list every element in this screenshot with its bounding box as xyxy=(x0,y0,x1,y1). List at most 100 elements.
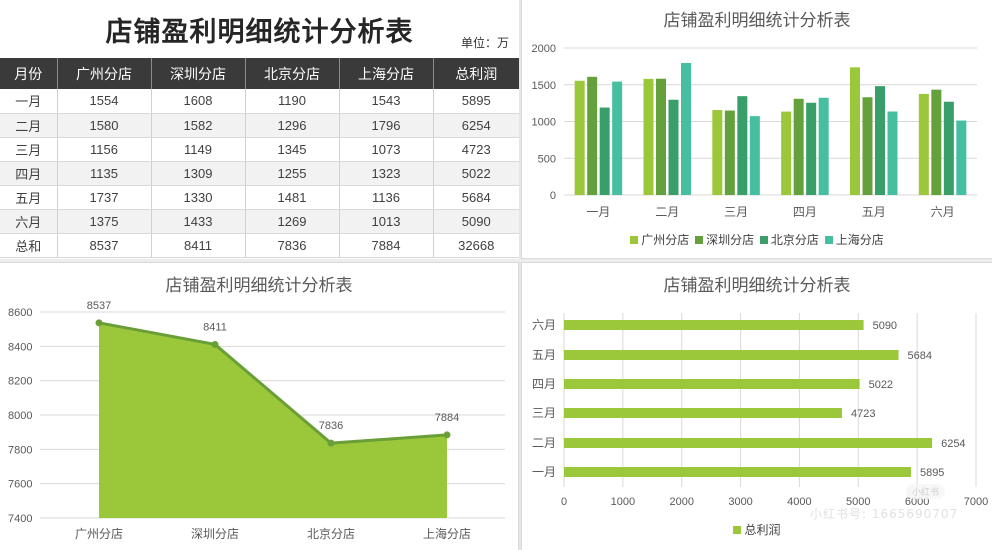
value-cell: 1330 xyxy=(151,185,246,210)
value-cell: 1296 xyxy=(245,113,340,138)
y-tick-label: 8000 xyxy=(8,410,32,422)
watermark-text: 小红书号: 1665690707 xyxy=(810,507,959,521)
value-cell: 1255 xyxy=(245,161,340,186)
legend-item-guangzhou: 广州分店 xyxy=(630,231,689,248)
hbar-chart: 0 1000 2000 3000 4000 5000 6000 7000 5895 一月 6254 二… xyxy=(532,313,988,508)
x-tick-label: 0 xyxy=(561,496,567,508)
value-cell: 5090 xyxy=(433,209,519,234)
x-tick-label: 二月 xyxy=(655,205,679,219)
bar xyxy=(574,80,585,195)
data-label: 4723 xyxy=(851,408,875,420)
row-label-cell: 二月 xyxy=(0,113,58,138)
value-cell: 7836 xyxy=(245,233,340,258)
value-cell: 1580 xyxy=(57,113,152,138)
hbar-chart-title: 店铺盈利明细统计分析表 xyxy=(663,276,851,296)
value-cell: 1136 xyxy=(339,185,434,210)
x-tick-label: 3000 xyxy=(728,496,752,508)
y-tick-label: 三月 xyxy=(532,406,556,420)
table-header-row: 月份 广州分店 深圳分店 北京分店 上海分店 总利润 xyxy=(0,58,519,89)
bar xyxy=(668,99,679,195)
value-cell: 1608 xyxy=(151,89,246,114)
value-cell: 1323 xyxy=(339,161,434,186)
value-cell: 1073 xyxy=(339,137,434,162)
hbar-chart-panel: 店铺盈利明细统计分析表 0 1000 2000 3000 4000 5000 6000 700… xyxy=(521,262,992,550)
legend-swatch-icon xyxy=(824,236,833,244)
panel-divider-horizontal xyxy=(0,259,992,262)
data-point xyxy=(211,340,219,348)
legend-swatch-icon xyxy=(630,236,639,244)
y-tick-label: 1500 xyxy=(532,80,556,92)
y-tick-label: 8200 xyxy=(8,376,32,388)
value-cell: 1481 xyxy=(245,185,340,210)
value-cell: 1345 xyxy=(245,137,340,162)
bar xyxy=(806,102,817,195)
bar xyxy=(749,116,760,195)
y-tick-label: 7800 xyxy=(8,444,32,456)
profit-table: 月份 广州分店 深圳分店 北京分店 上海分店 总利润 一月 1554 1608 119… xyxy=(0,58,519,258)
value-cell: 1269 xyxy=(245,209,340,234)
data-label: 5090 xyxy=(873,320,897,332)
value-cell: 1375 xyxy=(57,209,152,234)
row-label-cell: 总和 xyxy=(0,233,58,258)
hbar xyxy=(564,379,860,389)
data-point xyxy=(95,319,103,327)
x-tick-label: 4000 xyxy=(787,496,811,508)
value-cell: 1554 xyxy=(57,89,152,114)
legend-item-shenzhen: 深圳分店 xyxy=(695,231,754,248)
x-tick-label: 一月 xyxy=(586,205,610,219)
value-cell: 8537 xyxy=(57,233,152,258)
y-tick-label: 一月 xyxy=(532,465,556,479)
legend-item-total: 总利润 xyxy=(733,521,781,538)
header-beijing: 北京分店 xyxy=(245,58,340,89)
data-point xyxy=(443,431,451,439)
y-tick-label: 六月 xyxy=(532,318,556,332)
bar xyxy=(712,110,723,195)
x-tick-label: 三月 xyxy=(724,205,748,219)
unit-label: 单位：万 xyxy=(460,36,509,50)
y-tick-label: 7600 xyxy=(8,479,32,491)
value-cell: 5895 xyxy=(433,89,519,114)
table-row: 六月 1375 1433 1269 1013 5090 xyxy=(0,209,519,234)
x-tick-label: 上海分店 xyxy=(423,526,471,541)
value-cell: 8411 xyxy=(151,233,246,258)
value-cell: 7884 xyxy=(339,233,434,258)
data-label: 6254 xyxy=(941,438,965,450)
value-cell: 5684 xyxy=(433,185,519,210)
y-tick-label: 二月 xyxy=(532,436,556,450)
bar xyxy=(793,98,804,195)
row-label-cell: 四月 xyxy=(0,161,58,186)
value-cell: 1135 xyxy=(57,161,152,186)
row-label-cell: 一月 xyxy=(0,89,58,114)
data-label: 5022 xyxy=(869,379,893,391)
data-label: 8411 xyxy=(203,321,227,333)
value-cell: 4723 xyxy=(433,137,519,162)
bar xyxy=(587,76,598,195)
header-month: 月份 xyxy=(0,58,58,89)
y-tick-label: 五月 xyxy=(532,348,556,362)
table-row: 五月 1737 1330 1481 1136 5684 xyxy=(0,185,519,210)
data-label: 5895 xyxy=(920,467,944,479)
x-tick-label: 广州分店 xyxy=(75,527,123,541)
legend-swatch-icon xyxy=(695,236,704,244)
value-cell: 1433 xyxy=(151,209,246,234)
bar xyxy=(850,67,860,195)
column-chart-title: 店铺盈利明细统计分析表 xyxy=(663,11,851,31)
legend-swatch-icon xyxy=(733,526,742,534)
bar xyxy=(781,111,792,195)
y-tick-label: 7400 xyxy=(8,513,32,525)
bar xyxy=(612,81,623,195)
value-cell: 1796 xyxy=(339,113,434,138)
panel-divider-vertical xyxy=(519,0,521,550)
value-cell: 1190 xyxy=(245,89,340,114)
y-tick-label: 8600 xyxy=(8,307,32,319)
data-label: 8537 xyxy=(87,300,111,312)
x-tick-label: 北京分店 xyxy=(307,527,355,541)
table-panel: 店铺盈利明细统计分析表 单位：万 月份 广州分店 深圳分店 北京分店 上海分店 … xyxy=(0,0,519,259)
value-cell: 1149 xyxy=(151,137,246,162)
hbar xyxy=(564,320,864,330)
data-label: 5684 xyxy=(908,350,932,362)
area-chart-panel: 店铺盈利明细统计分析表 7400 7600 7800 8000 8200 8400 8600… xyxy=(0,262,519,550)
hbar xyxy=(564,467,911,477)
hbar xyxy=(564,350,899,360)
bar xyxy=(656,78,666,195)
